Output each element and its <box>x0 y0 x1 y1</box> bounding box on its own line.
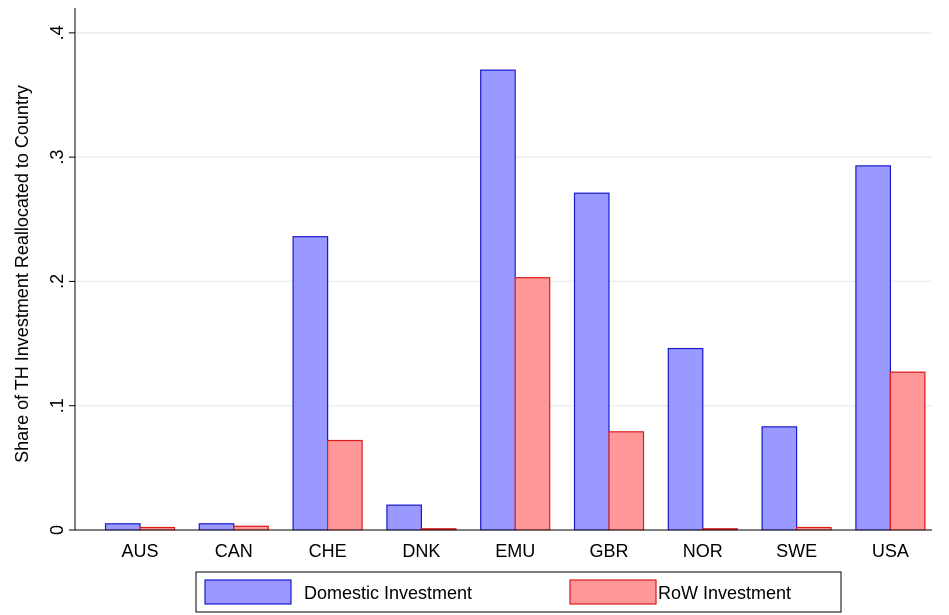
x-tick-labels: AUS CAN CHE DNK EMU GBR NOR SWE USA <box>121 541 908 561</box>
bar-gbr-row <box>608 431 645 531</box>
legend: Domestic Investment RoW Investment <box>195 571 842 613</box>
bar-che-row <box>327 439 363 531</box>
bar-emu-domestic <box>480 69 516 531</box>
bar-aus-domestic <box>104 523 141 531</box>
y-tick-label: .1 <box>47 398 67 413</box>
x-tick-label: EMU <box>495 541 535 561</box>
legend-label-domestic: Domestic Investment <box>304 583 472 603</box>
y-tick-label: .4 <box>47 25 67 40</box>
bar-nor-domestic <box>667 347 704 531</box>
y-axis-title: Share of TH Investment Reallocated to Co… <box>12 85 32 463</box>
y-ticks: 0 .1 .2 .3 .4 <box>47 25 75 535</box>
x-tick-label: GBR <box>589 541 628 561</box>
bar-usa-domestic <box>855 165 892 531</box>
bar-gbr-domestic <box>573 192 610 531</box>
x-tick-label: CHE <box>309 541 347 561</box>
legend-box <box>195 571 842 613</box>
bar-swe-domestic <box>761 426 798 531</box>
axes <box>74 8 932 531</box>
bar-che-domestic <box>292 236 329 531</box>
bar-emu-row <box>514 277 551 531</box>
y-tick-label: .3 <box>47 150 67 165</box>
bar-usa-row <box>889 371 926 531</box>
x-tick-label: AUS <box>121 541 158 561</box>
x-tick-label: NOR <box>683 541 723 561</box>
y-tick-label: .2 <box>47 274 67 289</box>
bars <box>104 69 926 531</box>
legend-label-row: RoW Investment <box>658 583 791 603</box>
legend-swatch-row <box>569 579 657 605</box>
bar-can-row <box>233 525 269 531</box>
y-tick-label: 0 <box>47 525 67 535</box>
bar-can-domestic <box>198 523 235 531</box>
x-tick-label: USA <box>872 541 909 561</box>
x-tick-label: CAN <box>215 541 253 561</box>
legend-swatch-domestic <box>204 579 292 605</box>
bar-dnk-domestic <box>386 504 422 531</box>
x-tick-label: SWE <box>776 541 817 561</box>
x-tick-label: DNK <box>402 541 440 561</box>
